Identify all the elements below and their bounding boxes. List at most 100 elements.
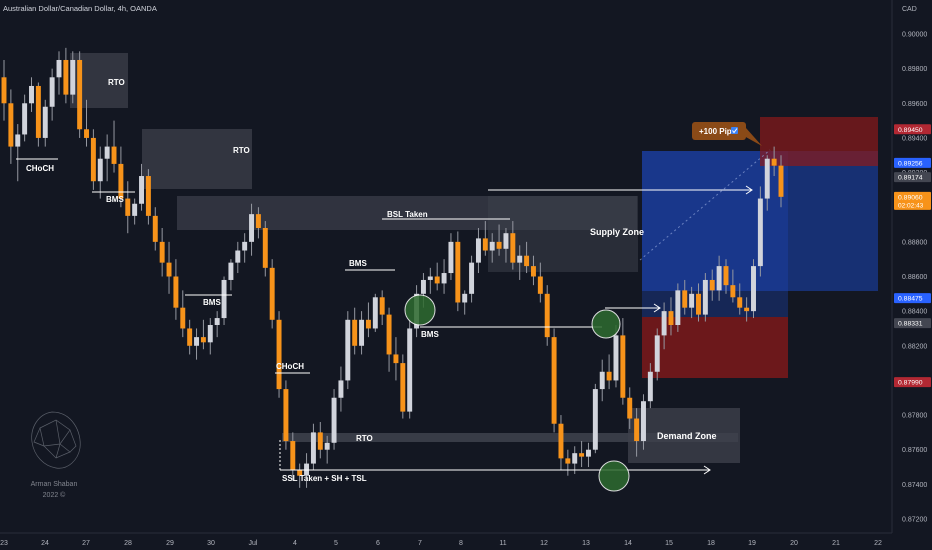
check-mark	[732, 128, 738, 134]
y-tick-labels: 0.900000.898000.896000.894000.892000.888…	[902, 32, 927, 524]
candle-body	[606, 371, 612, 381]
candle-body	[359, 319, 365, 346]
x-tick-label: 7	[418, 540, 422, 547]
arrow-bms-4-head	[653, 303, 661, 313]
price-label-bg	[894, 377, 931, 388]
candle-body	[641, 401, 646, 442]
candle-body	[1, 77, 7, 104]
candle-body	[462, 293, 468, 303]
y-tick-label: 0.87800	[902, 413, 927, 420]
candle-body	[579, 453, 585, 457]
x-tick-label: 4	[293, 540, 297, 547]
candle-body	[180, 307, 186, 329]
arrow-supply-head	[745, 185, 753, 195]
markers	[404, 294, 630, 492]
y-tick-label: 0.88200	[902, 343, 927, 350]
candle-body	[152, 215, 158, 242]
y-tick-label: 0.90000	[902, 32, 927, 39]
candle-body	[599, 371, 605, 390]
candle-body	[159, 241, 165, 263]
green-marker-1	[404, 294, 436, 326]
candle-body	[400, 363, 406, 412]
time-axis[interactable]: 23 24 27 28 29 30 Jul 4 5 6 7 8 11 12 13 14 15 18 19 20 21 22	[0, 532, 932, 550]
candle-body	[262, 228, 268, 268]
y-tick-label: 0.87400	[902, 482, 927, 489]
candle-body	[29, 85, 34, 104]
candle-body	[118, 163, 124, 199]
label-bms-3: BMS	[349, 259, 367, 268]
candle-body	[634, 418, 640, 442]
price-label-bg	[894, 191, 931, 210]
label-demand-zone: Demand Zone	[657, 431, 717, 441]
candle-body	[455, 241, 461, 303]
candle-body	[372, 297, 378, 329]
price-label: 0.89256	[898, 160, 923, 167]
price-axis[interactable]: CAD 0.900000.898000.896000.894000.892000…	[891, 0, 932, 533]
candle-body	[297, 470, 303, 476]
candle-body	[469, 262, 475, 294]
label-choch-1: CHoCH	[26, 164, 54, 173]
price-label-bg	[894, 124, 931, 135]
candle-body	[427, 276, 433, 280]
pips-badge-label: +100 Pips	[699, 127, 737, 136]
label-supply-zone: Supply Zone	[590, 227, 644, 237]
candle-body	[70, 59, 76, 95]
candle-body	[214, 318, 220, 325]
candle-body	[235, 250, 241, 263]
candle-body	[730, 285, 736, 298]
price-label-bg	[894, 293, 931, 304]
price-label: 0.88475	[898, 296, 923, 303]
candle-body	[558, 423, 564, 459]
candle-body	[613, 335, 619, 381]
x-tick-label: 19	[748, 540, 756, 547]
candle-body	[166, 262, 172, 277]
price-label-bg	[894, 318, 931, 329]
x-tick-label: 30	[207, 540, 215, 547]
candle-body	[627, 397, 633, 419]
candle-body	[661, 311, 667, 336]
x-tick-label: 15	[665, 540, 673, 547]
candle-body	[420, 279, 426, 294]
x-tick-label: 11	[499, 540, 506, 547]
brain-icon	[31, 411, 81, 469]
x-tick-label: Jul	[249, 540, 258, 547]
candle-body	[97, 158, 103, 182]
candle-body	[544, 293, 550, 338]
candle-body	[517, 255, 523, 263]
candle-body	[696, 293, 701, 315]
candle-body	[90, 137, 96, 182]
candle-body	[393, 354, 399, 364]
candle-body	[42, 106, 48, 138]
candle-body	[345, 319, 351, 381]
candle-body	[668, 311, 674, 325]
countdown-label: 02:02:43	[898, 202, 924, 209]
y-tick-label: 0.88400	[902, 309, 927, 316]
label-rto-2: RTO	[233, 146, 250, 155]
candle-body	[242, 241, 248, 251]
candle-body	[173, 276, 179, 308]
candle-body	[145, 176, 151, 216]
candle-body	[132, 203, 138, 216]
watermark-logo: Arman Shaban 2022 ©	[31, 411, 81, 499]
candle-body	[689, 293, 695, 308]
candle-body	[35, 85, 41, 138]
price-label-bg	[894, 157, 931, 168]
watermark-year: 2022 ©	[43, 491, 67, 499]
candle-body	[434, 276, 440, 284]
candle-body	[737, 297, 743, 308]
demand-zone-box	[628, 408, 740, 463]
y-tick-label: 0.87600	[902, 447, 927, 454]
candle-body	[207, 325, 213, 343]
candle-body	[751, 266, 756, 312]
x-tick-label: 24	[41, 540, 49, 547]
candle-body	[324, 442, 330, 450]
price-label: 0.87990	[898, 380, 923, 387]
rto-demand-band	[282, 433, 738, 442]
candle-body	[585, 449, 591, 457]
candle-body	[441, 273, 447, 284]
candle-body	[489, 241, 495, 251]
x-tick-label: 5	[334, 540, 338, 547]
y-tick-label: 0.89600	[902, 101, 927, 108]
